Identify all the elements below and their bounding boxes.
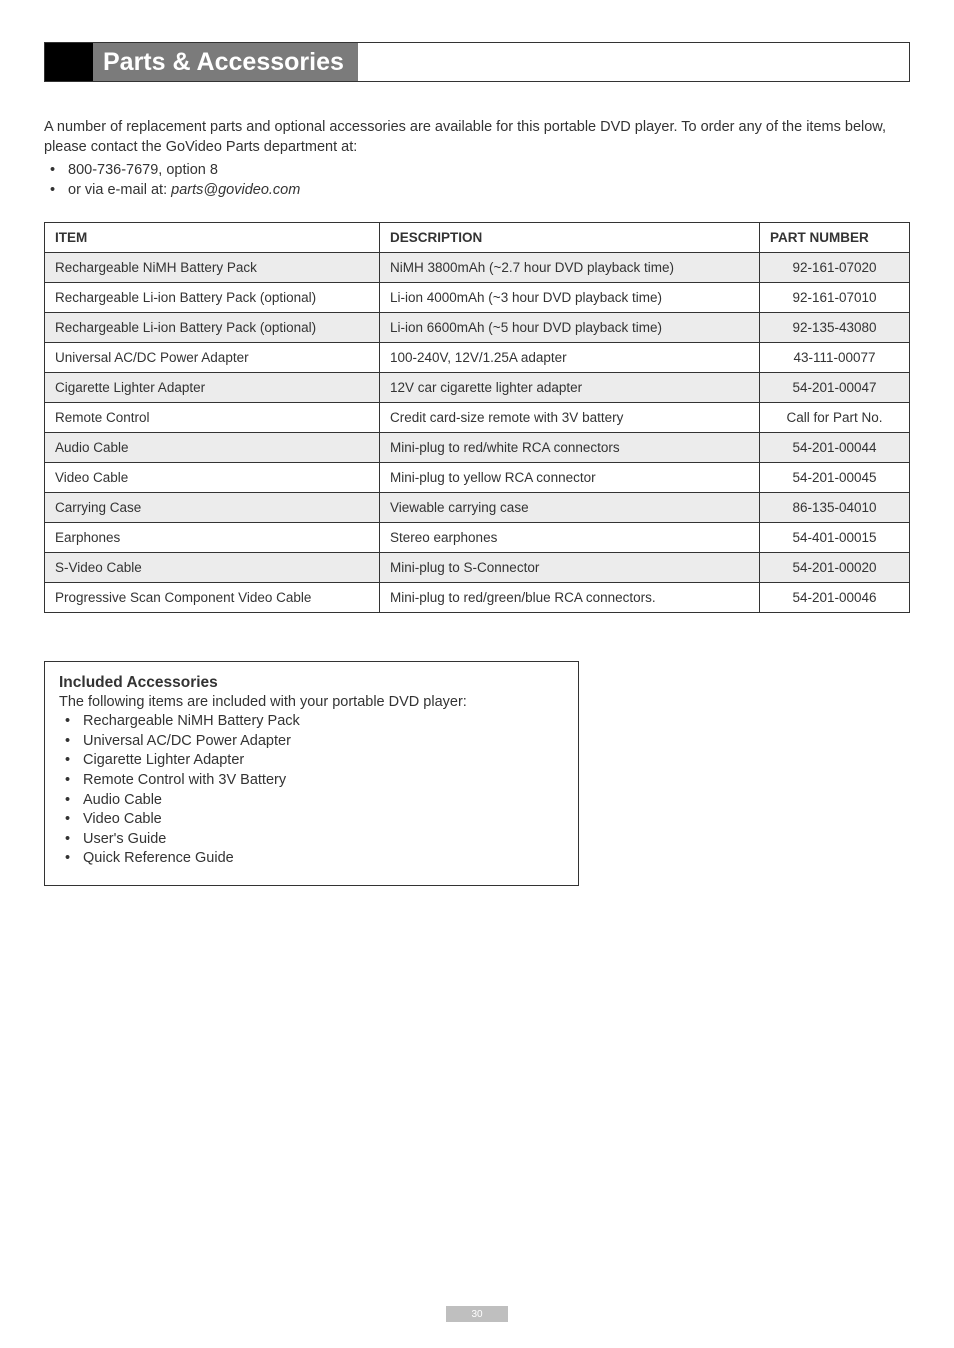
table-cell: Audio Cable: [45, 433, 380, 463]
table-cell: Stereo earphones: [380, 523, 760, 553]
table-cell: Rechargeable Li-ion Battery Pack (option…: [45, 283, 380, 313]
table-cell: Cigarette Lighter Adapter: [45, 373, 380, 403]
contact-phone: 800-736-7679, option 8: [46, 161, 910, 181]
list-item: Video Cable: [61, 810, 564, 830]
table-header-row: ITEM DESCRIPTION PART NUMBER: [45, 223, 910, 253]
table-row: S-Video CableMini-plug to S-Connector54-…: [45, 553, 910, 583]
col-header-description: DESCRIPTION: [380, 223, 760, 253]
list-item: Remote Control with 3V Battery: [61, 771, 564, 791]
table-row: EarphonesStereo earphones54-401-00015: [45, 523, 910, 553]
list-item: Universal AC/DC Power Adapter: [61, 732, 564, 752]
table-row: Universal AC/DC Power Adapter100-240V, 1…: [45, 343, 910, 373]
table-row: Remote ControlCredit card-size remote wi…: [45, 403, 910, 433]
table-cell: Li-ion 6600mAh (~5 hour DVD playback tim…: [380, 313, 760, 343]
contact-email-prefix: or via e-mail at:: [68, 182, 171, 198]
included-lead: The following items are included with yo…: [59, 694, 564, 710]
table-cell: Credit card-size remote with 3V battery: [380, 403, 760, 433]
table-cell: Rechargeable NiMH Battery Pack: [45, 253, 380, 283]
table-cell: Rechargeable Li-ion Battery Pack (option…: [45, 313, 380, 343]
contact-list: 800-736-7679, option 8 or via e-mail at:…: [46, 161, 910, 200]
table-cell: Mini-plug to yellow RCA connector: [380, 463, 760, 493]
table-cell: Carrying Case: [45, 493, 380, 523]
table-cell: Call for Part No.: [760, 403, 910, 433]
table-row: Progressive Scan Component Video CableMi…: [45, 583, 910, 613]
table-row: Cigarette Lighter Adapter12V car cigaret…: [45, 373, 910, 403]
table-cell: 54-201-00044: [760, 433, 910, 463]
table-cell: NiMH 3800mAh (~2.7 hour DVD playback tim…: [380, 253, 760, 283]
table-cell: Universal AC/DC Power Adapter: [45, 343, 380, 373]
table-cell: 86-135-04010: [760, 493, 910, 523]
table-row: Rechargeable Li-ion Battery Pack (option…: [45, 283, 910, 313]
table-cell: 54-201-00020: [760, 553, 910, 583]
table-cell: Video Cable: [45, 463, 380, 493]
table-cell: 54-201-00046: [760, 583, 910, 613]
table-cell: Li-ion 4000mAh (~3 hour DVD playback tim…: [380, 283, 760, 313]
table-row: Audio CableMini-plug to red/white RCA co…: [45, 433, 910, 463]
table-cell: 92-161-07010: [760, 283, 910, 313]
title-spacer: [358, 43, 909, 81]
contact-email: or via e-mail at: parts@govideo.com: [46, 181, 910, 201]
table-cell: Mini-plug to red/green/blue RCA connecto…: [380, 583, 760, 613]
table-row: Carrying CaseViewable carrying case86-13…: [45, 493, 910, 523]
list-item: Cigarette Lighter Adapter: [61, 751, 564, 771]
contact-email-address: parts@govideo.com: [171, 182, 300, 198]
section-title-bar: Parts & Accessories: [44, 42, 910, 82]
list-item: Rechargeable NiMH Battery Pack: [61, 712, 564, 732]
table-cell: 92-135-43080: [760, 313, 910, 343]
included-list: Rechargeable NiMH Battery PackUniversal …: [61, 712, 564, 869]
included-heading: Included Accessories: [59, 674, 564, 692]
col-header-item: ITEM: [45, 223, 380, 253]
included-accessories-box: Included Accessories The following items…: [44, 661, 579, 886]
table-row: Rechargeable NiMH Battery PackNiMH 3800m…: [45, 253, 910, 283]
table-cell: 43-111-00077: [760, 343, 910, 373]
table-cell: Remote Control: [45, 403, 380, 433]
table-cell: 92-161-07020: [760, 253, 910, 283]
table-cell: Mini-plug to red/white RCA connectors: [380, 433, 760, 463]
table-cell: 54-201-00045: [760, 463, 910, 493]
section-title: Parts & Accessories: [93, 43, 358, 81]
col-header-partnumber: PART NUMBER: [760, 223, 910, 253]
title-black-block: [45, 43, 93, 81]
table-cell: 54-401-00015: [760, 523, 910, 553]
page-number: 30: [446, 1306, 508, 1322]
list-item: Quick Reference Guide: [61, 849, 564, 869]
table-cell: 100-240V, 12V/1.25A adapter: [380, 343, 760, 373]
table-cell: Progressive Scan Component Video Cable: [45, 583, 380, 613]
table-cell: S-Video Cable: [45, 553, 380, 583]
table-row: Rechargeable Li-ion Battery Pack (option…: [45, 313, 910, 343]
table-row: Video CableMini-plug to yellow RCA conne…: [45, 463, 910, 493]
list-item: Audio Cable: [61, 791, 564, 811]
parts-table: ITEM DESCRIPTION PART NUMBER Rechargeabl…: [44, 222, 910, 613]
table-cell: 12V car cigarette lighter adapter: [380, 373, 760, 403]
table-cell: 54-201-00047: [760, 373, 910, 403]
intro-paragraph: A number of replacement parts and option…: [44, 118, 910, 157]
list-item: User's Guide: [61, 830, 564, 850]
table-cell: Viewable carrying case: [380, 493, 760, 523]
table-cell: Mini-plug to S-Connector: [380, 553, 760, 583]
table-cell: Earphones: [45, 523, 380, 553]
